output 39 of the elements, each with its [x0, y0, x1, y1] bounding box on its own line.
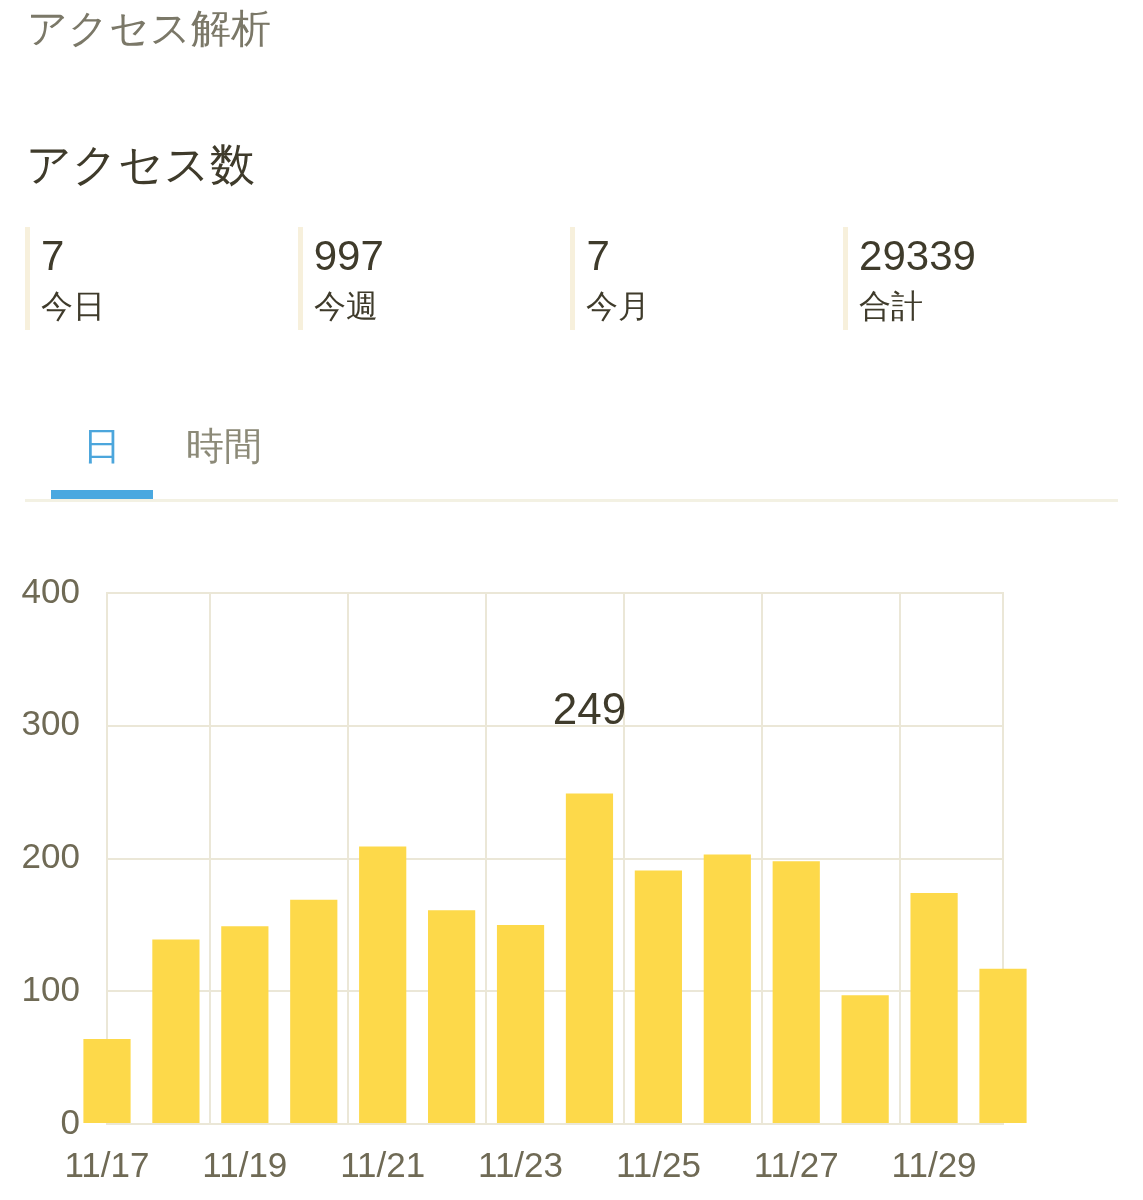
x-tick-label: 11/29 — [891, 1144, 977, 1184]
category-label: 今週 — [313, 287, 378, 326]
text: 時間 — [186, 424, 262, 469]
data-label: 249 — [552, 683, 627, 733]
bar — [979, 968, 1027, 1123]
bar — [565, 793, 614, 1123]
bar — [772, 861, 820, 1123]
x-tick-label: 11/19 — [202, 1144, 288, 1184]
bar — [910, 893, 958, 1123]
y-tick-label: 400 — [21, 570, 80, 610]
bar — [221, 926, 269, 1123]
category-label: 今日 — [41, 287, 105, 326]
text: アクセス解析 — [27, 5, 271, 52]
x-tick-label: 11/23 — [478, 1144, 564, 1184]
y-tick-label: 200 — [21, 836, 80, 876]
data-label: 7 — [41, 231, 65, 281]
y-tick-label: 100 — [21, 968, 80, 1008]
data-label: 29339 — [859, 231, 976, 281]
bar — [703, 854, 751, 1123]
bar — [496, 924, 545, 1123]
text: アクセス数 — [26, 138, 255, 192]
x-tick-label: 11/21 — [340, 1144, 426, 1184]
x-tick-label: 11/27 — [753, 1144, 839, 1184]
bar — [83, 1039, 131, 1123]
data-label: 997 — [313, 231, 384, 281]
x-tick-label: 11/17 — [64, 1144, 150, 1184]
text: 日 — [83, 424, 121, 469]
bar — [359, 846, 407, 1123]
bar — [290, 899, 338, 1123]
category-label: 合計 — [859, 287, 924, 326]
data-label: 7 — [586, 231, 610, 281]
category-label: 今月 — [586, 287, 651, 326]
y-tick-label: 300 — [21, 703, 80, 743]
bar — [428, 910, 476, 1123]
bar — [634, 870, 682, 1123]
y-tick-label: 0 — [60, 1101, 80, 1141]
bar — [841, 995, 889, 1123]
x-tick-label: 11/25 — [615, 1144, 701, 1184]
bar — [152, 939, 200, 1123]
